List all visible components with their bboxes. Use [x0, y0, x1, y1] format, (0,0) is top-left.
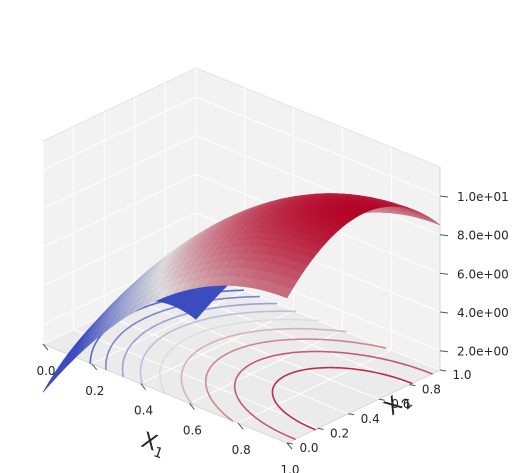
grid-back-z: [195, 135, 441, 236]
contour-line: [139, 310, 297, 386]
x1-axis-label: X1: [137, 428, 169, 462]
contour-line: [233, 350, 433, 440]
x2-tick-label: 0.6: [391, 397, 410, 411]
axes-panes: [41, 67, 442, 444]
z-tick-mark: [439, 195, 449, 198]
z-tick-label: 4.0e+00: [457, 306, 509, 320]
x2-tick-mark: [317, 427, 324, 430]
x1-tick-mark: [189, 403, 195, 410]
contour-line: [205, 338, 387, 422]
x2-tick-mark: [378, 398, 385, 401]
x2-tick-mark: [439, 369, 447, 372]
x2-tick-mark: [286, 442, 294, 445]
grid-floor-x: [237, 349, 392, 424]
z-tick-mark: [439, 272, 449, 275]
x2-tick-label: 0.4: [361, 412, 380, 426]
grid-left-z: [42, 135, 197, 210]
x1-tick-label: 0.4: [134, 404, 153, 418]
z-tick-label: 8.0e+00: [457, 229, 509, 243]
contour-line: [271, 366, 413, 431]
x2-axis-line: [286, 369, 441, 444]
contour-line: [159, 318, 319, 395]
x2-tick-mark: [348, 413, 355, 416]
grid-floor-x: [189, 329, 343, 404]
z-tick-label: 6.0e+00: [457, 267, 509, 281]
x1-tick-mark: [91, 363, 98, 371]
axis-ticks: 0.00.20.40.60.81.00.00.20.40.60.81.02.0e…: [36, 190, 508, 473]
contour-line: [121, 302, 278, 378]
x1-tick-label: 1.0: [280, 463, 299, 473]
x1-tick-mark: [42, 343, 49, 351]
z-tick-mark: [439, 350, 449, 353]
surface: [42, 193, 441, 393]
x2-tick-label: 1.0: [452, 368, 471, 382]
x1-tick-mark: [237, 422, 244, 430]
x2-tick-label: 0.2: [330, 426, 349, 440]
x1-tick-mark: [140, 383, 146, 390]
x1-tick-label: 0.2: [85, 384, 104, 398]
x1-tick-label: 0.0: [36, 364, 55, 378]
x1-tick-mark: [286, 442, 293, 450]
z-tick-mark: [439, 234, 449, 237]
x1-tick-label: 0.6: [183, 423, 202, 437]
x2-tick-label: 0.0: [299, 441, 318, 455]
z-tick-mark: [439, 311, 449, 314]
grid-back-z: [195, 96, 441, 197]
x1-tick-label: 0.8: [232, 443, 251, 457]
surface-patch: [278, 285, 293, 299]
contour-line: [180, 327, 347, 406]
grid-left-z: [42, 212, 197, 287]
grid-floor-x: [140, 310, 294, 385]
z-tick-label: 2.0e+00: [457, 345, 509, 359]
z-tick-label: 1.0e+01: [457, 190, 509, 204]
x2-tick-label: 0.8: [422, 383, 441, 397]
grid-left-z: [42, 96, 197, 171]
grid-left-z: [42, 173, 197, 248]
x2-tick-mark: [409, 384, 416, 387]
grid-floor-x: [91, 290, 246, 365]
grid-floor-y: [73, 328, 318, 429]
